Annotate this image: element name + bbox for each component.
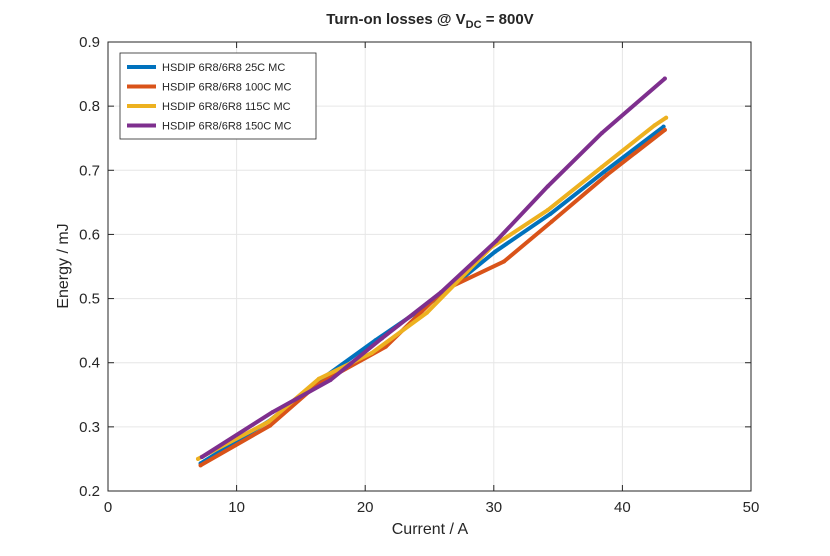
data-point (545, 208, 550, 213)
series-4 (199, 76, 667, 460)
y-tick-label: 0.8 (79, 98, 100, 115)
data-point (369, 351, 374, 356)
data-point (379, 336, 384, 341)
legend-label: HSDIP 6R8/6R8 150C MC (162, 121, 291, 133)
data-point (328, 378, 333, 383)
data-point (266, 419, 271, 424)
data-point (199, 455, 204, 460)
y-tick-label: 0.4 (79, 355, 100, 372)
x-tick-label: 10 (228, 499, 245, 516)
y-tick-label: 0.5 (79, 291, 100, 308)
data-point (661, 124, 666, 129)
x-tick-label: 0 (104, 499, 112, 516)
legend-label: HSDIP 6R8/6R8 100C MC (162, 82, 291, 94)
data-point (494, 238, 499, 243)
x-tick-label: 50 (743, 499, 760, 516)
title-suffix: = 800V (482, 11, 534, 28)
y-tick-label: 0.7 (79, 162, 100, 179)
y-tick-label: 0.6 (79, 226, 100, 243)
data-point (439, 290, 444, 295)
y-tick-label: 0.3 (79, 419, 100, 436)
axis-ticks: 0 10 20 30 40 50 0.2 0.3 0.4 0.5 0.6 0.7 0.8 0.9 (79, 34, 759, 516)
data-point (268, 423, 273, 428)
data-point (196, 456, 201, 461)
data-point (664, 115, 669, 120)
data-point (662, 76, 667, 81)
chart-title: Turn-on losses @ VDC = 800V (326, 11, 533, 31)
data-point (548, 211, 553, 216)
data-point (493, 249, 498, 254)
x-tick-label: 40 (614, 499, 631, 516)
x-tick-label: 20 (357, 499, 374, 516)
data-point (599, 165, 604, 170)
data-point (198, 463, 203, 468)
data-point (502, 259, 507, 264)
data-point (316, 376, 321, 381)
legend-label: HSDIP 6R8/6R8 25C MC (162, 62, 285, 74)
data-point (545, 184, 550, 189)
data-point (599, 131, 604, 136)
y-axis-label: Energy / mJ (55, 223, 72, 308)
plot-frame (107, 41, 752, 492)
data-point (662, 127, 667, 132)
x-axis-label: Current / A (392, 521, 469, 538)
legend-label: HSDIP 6R8/6R8 115C MC (162, 101, 291, 113)
legend: HSDIP 6R8/6R8 25C MC HSDIP 6R8/6R8 100C M… (119, 52, 317, 140)
series-lines (196, 76, 669, 468)
data-point (270, 410, 275, 415)
data-point (652, 123, 657, 128)
y-tick-label: 0.9 (79, 34, 100, 51)
data-point (549, 219, 554, 224)
x-tick-label: 30 (485, 499, 502, 516)
title-subscript: DC (466, 19, 482, 31)
data-point (604, 172, 609, 177)
data-point (424, 310, 429, 315)
y-tick-label: 0.2 (79, 483, 100, 500)
data-point (602, 169, 607, 174)
